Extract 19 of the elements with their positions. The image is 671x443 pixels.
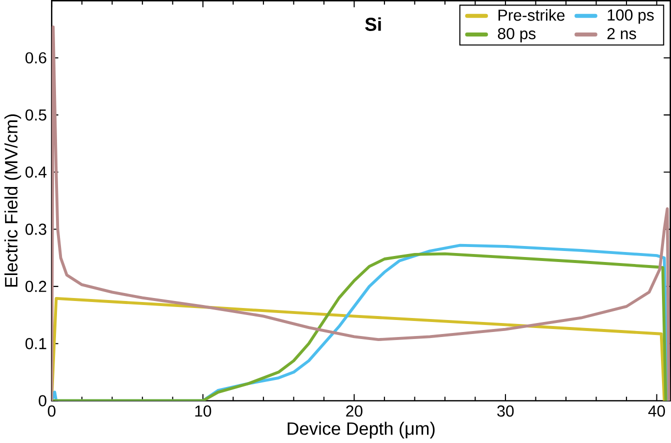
legend-label: 80 ps [498,28,536,42]
y-tick-label: 0.6 [26,52,46,64]
y-tick-label: 0.1 [26,338,46,350]
y-tick-label: 0.4 [26,166,47,178]
annotation: Si [365,17,381,32]
y-tick-label: 0.5 [26,109,46,121]
y-tick-label: 0 [38,395,46,406]
x-tick-label: 10 [195,405,212,417]
x-tick-label: 0 [48,405,56,417]
y-tick-label: 0.3 [26,224,46,235]
y-axis-title: Electric Field (MV/cm) [4,114,22,287]
legend-label: 100 ps [608,9,654,24]
x-tick-label: 40 [648,405,665,417]
legend-label: Pre-strike [498,9,565,21]
x-axis-title: Device Depth (μm) [288,422,435,439]
legend-label: 2 ns [607,28,636,40]
x-tick-label: 20 [346,405,362,417]
x-tick-label: 30 [497,405,514,417]
y-tick-label: 0.2 [26,280,46,292]
